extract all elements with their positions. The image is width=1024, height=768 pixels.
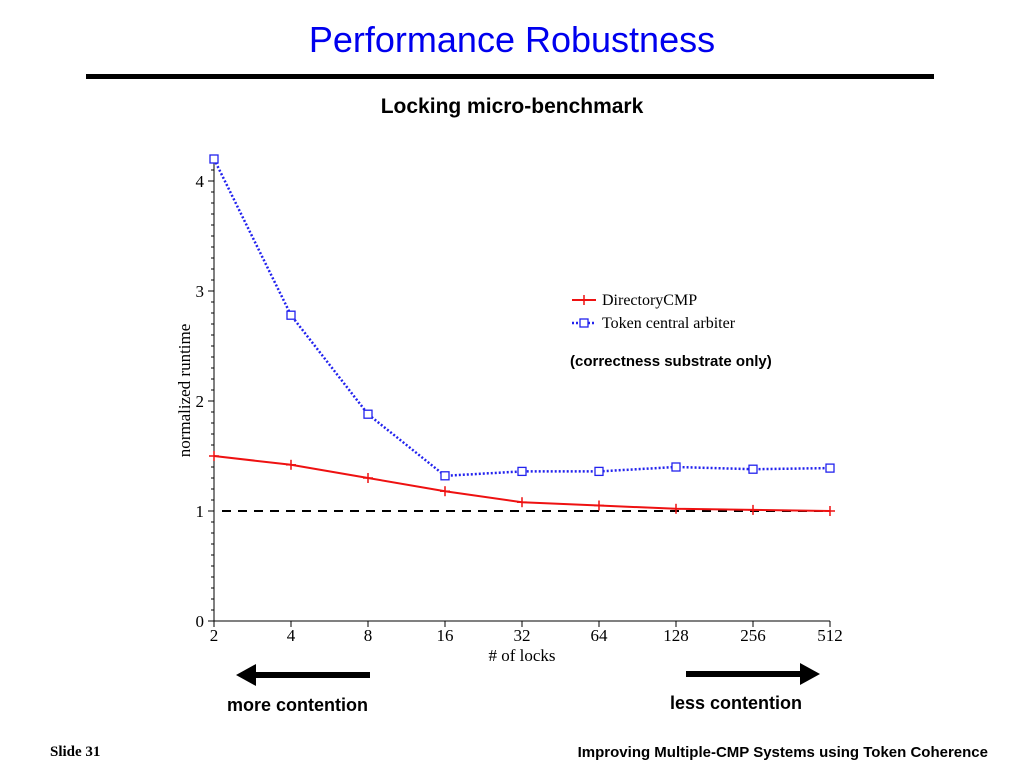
x-tick-label: 16 xyxy=(437,626,454,645)
data-point xyxy=(440,486,450,497)
data-point xyxy=(440,471,450,481)
less-contention-label: less contention xyxy=(670,693,803,713)
data-point xyxy=(825,506,835,516)
series-line xyxy=(212,158,831,478)
x-tick-label: 256 xyxy=(740,626,766,645)
data-point xyxy=(748,464,758,474)
data-point xyxy=(825,463,835,473)
x-tick-label: 128 xyxy=(663,626,689,645)
legend-swatch-marker xyxy=(579,318,589,328)
data-point xyxy=(286,459,296,470)
data-point xyxy=(517,497,527,508)
axes-layer: 0 1 2 3 4 2 4 8 16 32 64 128 256 512 # of locks normali… xyxy=(175,158,843,665)
data-point xyxy=(671,462,681,472)
y-tick-label: 4 xyxy=(196,172,205,191)
slide-title: Performance Robustness xyxy=(308,19,716,60)
less-contention-arrow-head xyxy=(800,663,820,685)
y-tick-label: 2 xyxy=(196,392,205,411)
legend-label: DirectoryCMP xyxy=(602,292,697,309)
x-tick-label: 2 xyxy=(210,626,219,645)
x-tick-label: 32 xyxy=(514,626,531,645)
x-tick-label: 4 xyxy=(287,626,296,645)
series-directorycmp xyxy=(209,451,835,516)
data-point xyxy=(209,154,219,164)
series-layer xyxy=(209,154,835,516)
x-tick-label: 512 xyxy=(817,626,843,645)
data-point xyxy=(363,473,373,483)
footer-title: Improving Multiple-CMP Systems using Tok… xyxy=(577,744,988,761)
y-tick-label: 0 xyxy=(196,612,205,631)
slide-number: Slide 31 xyxy=(50,744,101,760)
x-tick-label: 8 xyxy=(364,626,373,645)
correctness-note: (correctness substrate only) xyxy=(570,353,772,370)
y-tick-label: 3 xyxy=(196,282,205,301)
data-point xyxy=(594,466,604,477)
y-axis-label: normalized runtime xyxy=(175,324,194,458)
data-point xyxy=(517,466,527,477)
chart-title: Locking micro-benchmark xyxy=(380,95,644,118)
data-point xyxy=(671,503,681,514)
y-tick-label: 1 xyxy=(196,502,205,521)
title-rule xyxy=(86,74,934,79)
data-point xyxy=(209,451,219,461)
data-point xyxy=(363,409,373,419)
data-point xyxy=(594,500,604,511)
legend-swatch-marker xyxy=(579,295,589,305)
more-contention-arrow-head xyxy=(236,664,256,686)
legend: DirectoryCMP Token central arbiter xyxy=(572,292,736,332)
data-point xyxy=(748,504,758,515)
series-token-central-arbiter xyxy=(209,154,835,481)
more-contention-label: more contention xyxy=(227,695,369,715)
contention-arrows xyxy=(236,663,820,686)
x-axis-label: # of locks xyxy=(488,646,555,665)
legend-label: Token central arbiter xyxy=(602,315,736,332)
data-point xyxy=(286,310,296,320)
x-tick-label: 64 xyxy=(591,626,609,645)
